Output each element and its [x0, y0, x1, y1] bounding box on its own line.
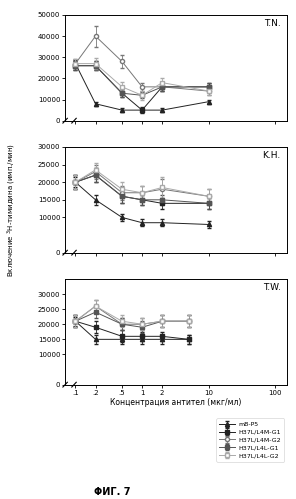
- Text: ΦИГ. 7: ΦИГ. 7: [94, 487, 131, 497]
- Text: T.N.: T.N.: [264, 19, 281, 28]
- X-axis label: Концентрация антител (мкг/мл): Концентрация антител (мкг/мл): [110, 398, 242, 407]
- Text: Включение $^3$H-тимидина (имп./мин): Включение $^3$H-тимидина (имп./мин): [6, 143, 18, 276]
- Legend: mB-P5, H37L/L4M-G1, H37L/L4M-G2, H37L/L4L-G1, H37L/L4L-G2: mB-P5, H37L/L4M-G1, H37L/L4M-G2, H37L/L4…: [216, 419, 284, 462]
- Text: T.W.: T.W.: [263, 283, 281, 292]
- Text: K.H.: K.H.: [262, 151, 281, 160]
